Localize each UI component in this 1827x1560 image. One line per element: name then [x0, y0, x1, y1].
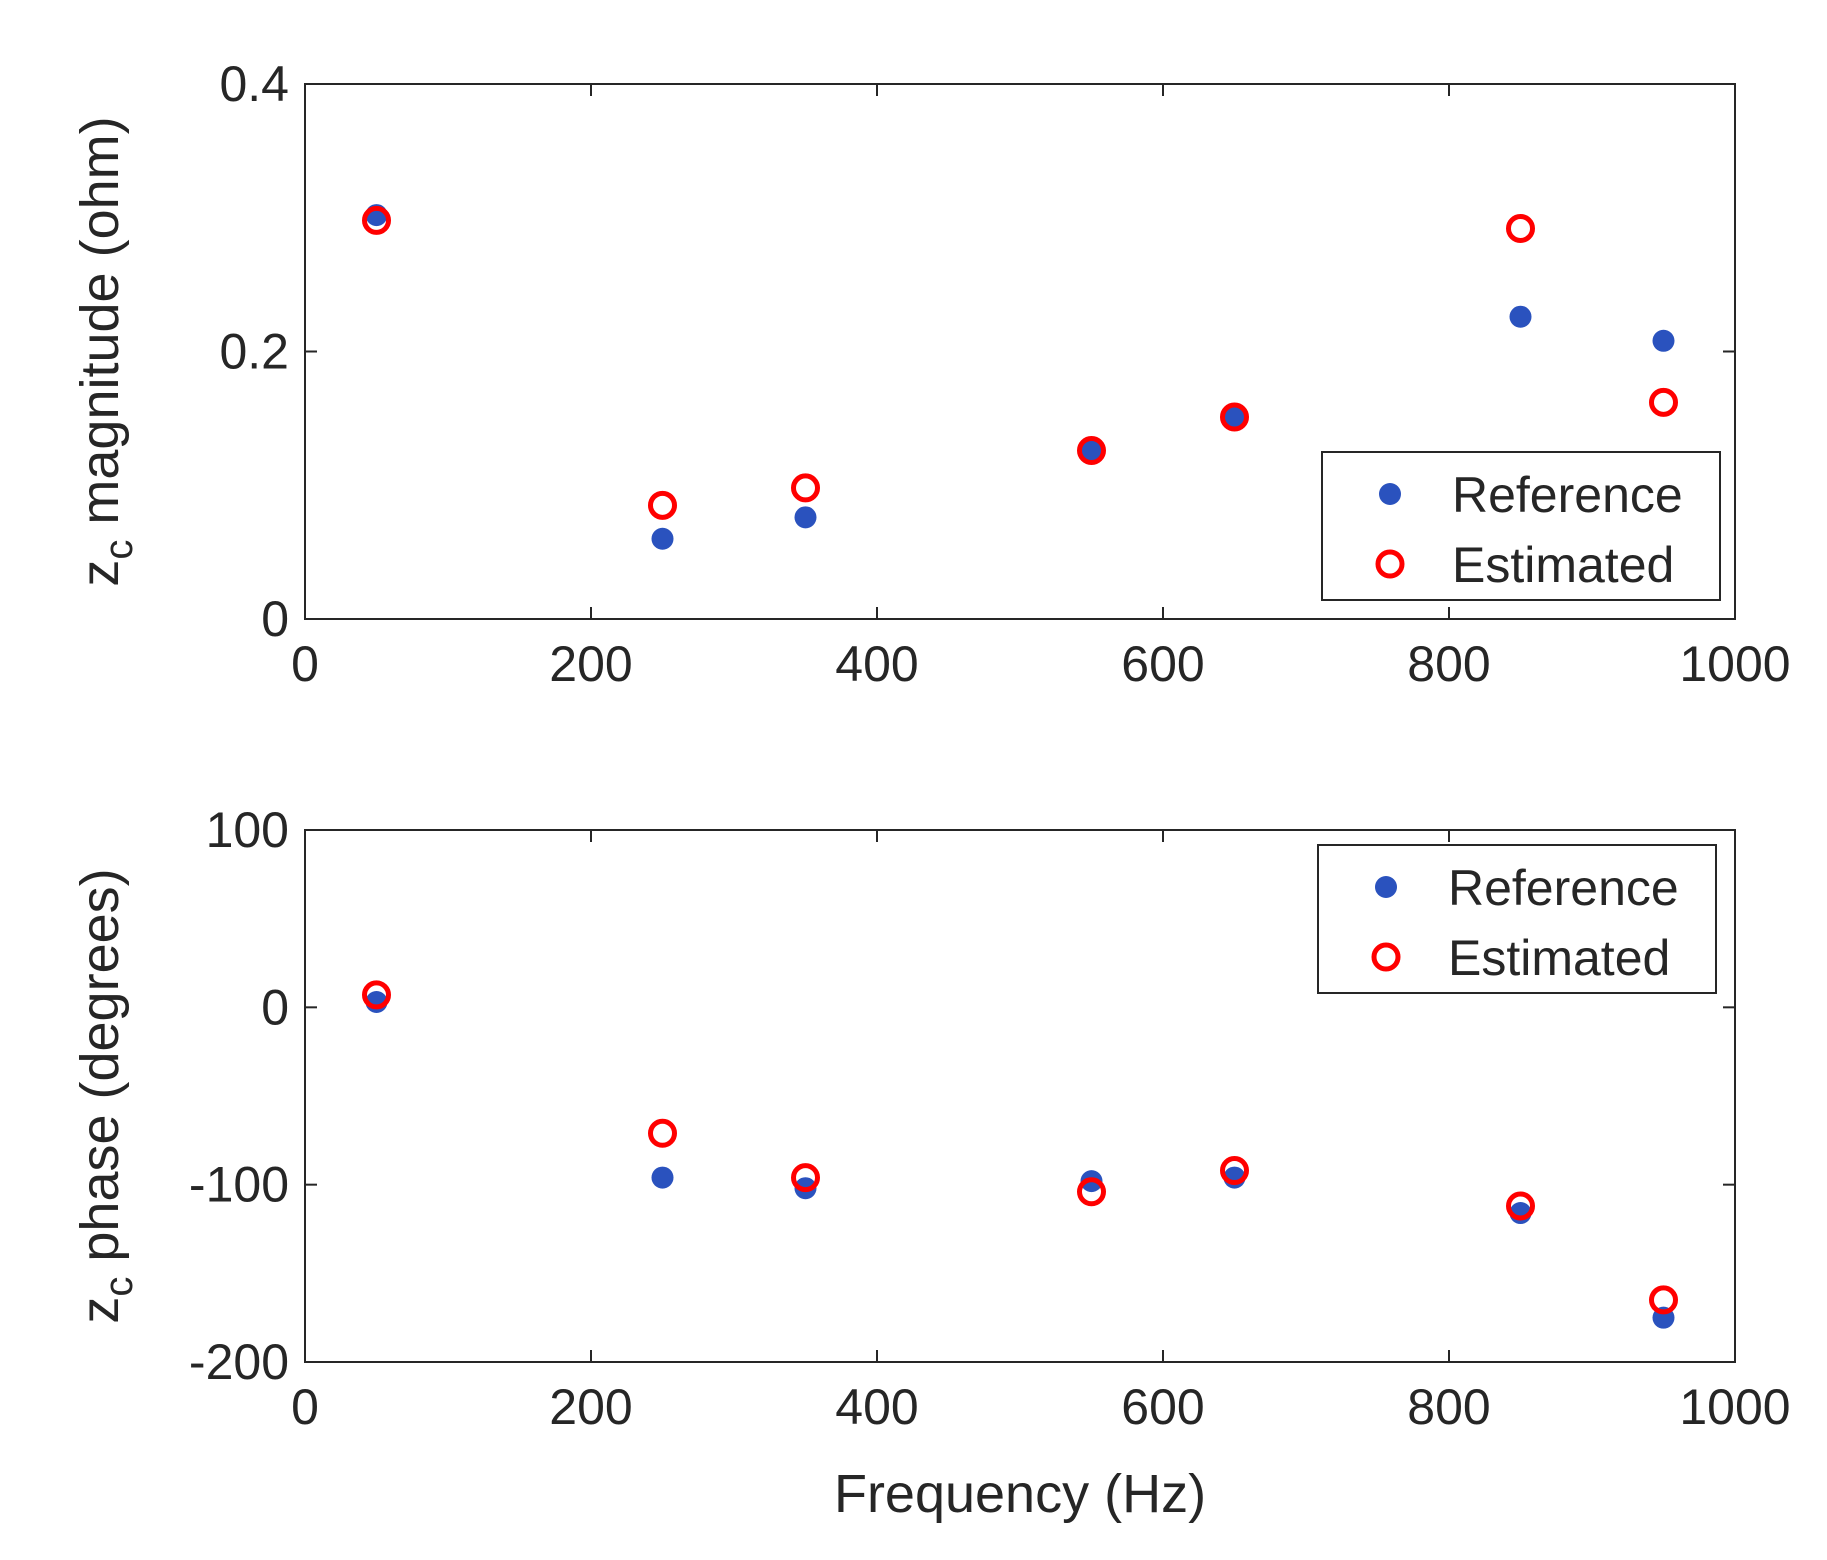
- data-point-estimated: [791, 473, 820, 503]
- data-point-reference: [794, 506, 817, 529]
- y-axis-label-rest: magnitude (ohm): [70, 116, 130, 539]
- y-tick-label: -200: [189, 1334, 289, 1390]
- data-point-estimated: [1506, 213, 1535, 243]
- y-tick-label: 0: [261, 591, 289, 647]
- x-tick-label: 1000: [1679, 636, 1790, 692]
- x-tick-label: 200: [549, 1379, 632, 1435]
- data-point-estimated: [648, 490, 677, 520]
- y-axis-label-subscript: c: [97, 540, 141, 560]
- x-axis-label: Frequency (Hz): [834, 1464, 1206, 1524]
- y-tick-label: 0.2: [219, 324, 289, 380]
- data-point-estimated: [362, 980, 391, 1010]
- legend-label-reference: Reference: [1452, 467, 1683, 523]
- chart-panel-1: 0 200 400 600 800 1000 0 0.2 0.4 zc magnitude (oh…: [70, 56, 1791, 692]
- data-point-estimated: [362, 205, 391, 235]
- y-tick-label: 0: [261, 979, 289, 1035]
- y-tick-label: 0.4: [219, 56, 289, 112]
- x-tick-label: 800: [1407, 1379, 1490, 1435]
- legend-marker-estimated: [1375, 549, 1405, 579]
- x-tick-label: 400: [835, 1379, 918, 1435]
- y-axis-label-main: z: [70, 1297, 130, 1324]
- x-tick-label: 800: [1407, 636, 1490, 692]
- x-tick-label: 1000: [1679, 1379, 1790, 1435]
- data-point-reference: [1652, 329, 1675, 352]
- data-point-estimated: [1220, 402, 1249, 432]
- legend-label-estimated: Estimated: [1448, 930, 1670, 986]
- y-tick-label: -100: [189, 1157, 289, 1213]
- legend-marker-reference: [1375, 876, 1397, 898]
- y-axis-label-rest: phase (degrees): [70, 868, 130, 1276]
- data-point-reference: [651, 527, 674, 550]
- x-tick-label: 400: [835, 636, 918, 692]
- chart-panel-2: 0 200 400 600 800 1000 -200 -100 0 100 zc phase (d…: [70, 802, 1791, 1524]
- y-axis-label: zc phase (degrees): [70, 868, 141, 1323]
- legend-label-estimated: Estimated: [1452, 537, 1674, 593]
- data-point-reference: [1509, 305, 1532, 328]
- data-point-estimated: [1077, 435, 1106, 465]
- data-point-estimated: [791, 1163, 820, 1193]
- data-point-estimated: [1077, 1177, 1106, 1207]
- y-tick-label: 100: [206, 802, 289, 858]
- y-axis-label: zc magnitude (ohm): [70, 116, 141, 586]
- legend: Reference Estimated: [1321, 451, 1721, 601]
- x-tick-label: 600: [1121, 1379, 1204, 1435]
- legend: Reference Estimated: [1317, 844, 1717, 994]
- y-axis-label-main: z: [70, 560, 130, 587]
- data-point-estimated: [648, 1118, 677, 1148]
- legend-marker-reference: [1379, 483, 1401, 505]
- data-point-reference: [651, 1166, 674, 1189]
- x-tick-label: 200: [549, 636, 632, 692]
- x-tick-label: 0: [291, 636, 319, 692]
- legend-label-reference: Reference: [1448, 860, 1679, 916]
- y-axis-label-subscript: c: [97, 1277, 141, 1297]
- data-point-reference: [1223, 406, 1246, 429]
- data-point-estimated: [1649, 1285, 1678, 1315]
- data-point-estimated: [1506, 1191, 1535, 1221]
- data-point-reference: [1080, 439, 1103, 462]
- x-tick-label: 0: [291, 1379, 319, 1435]
- data-point-estimated: [1220, 1155, 1249, 1185]
- x-tick-label: 600: [1121, 636, 1204, 692]
- data-point-estimated: [1649, 387, 1678, 417]
- legend-marker-estimated: [1371, 942, 1401, 972]
